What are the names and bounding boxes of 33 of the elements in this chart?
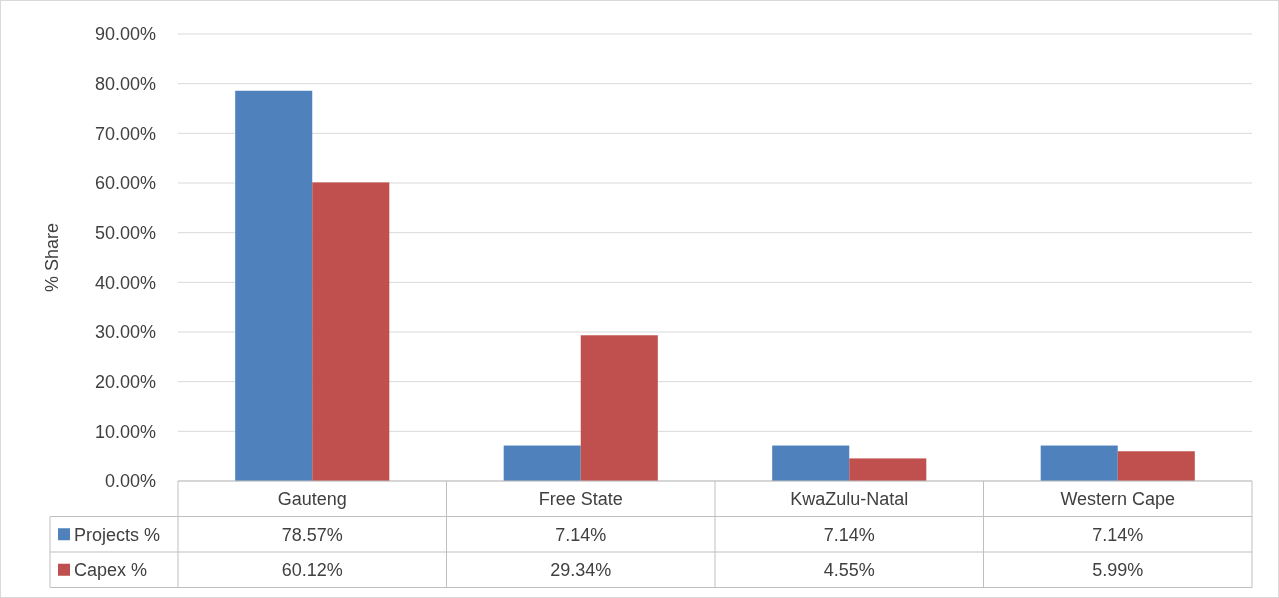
data-label: 7.14% xyxy=(823,524,875,545)
bar xyxy=(312,182,390,481)
data-label: 29.34% xyxy=(550,560,612,581)
legend-label: Capex % xyxy=(74,560,148,581)
y-axis-title: % Share xyxy=(42,222,62,293)
bar xyxy=(1117,451,1195,481)
legend-label: Projects % xyxy=(74,524,161,545)
data-label: 7.14% xyxy=(1092,524,1144,545)
data-label: 78.57% xyxy=(281,524,343,545)
y-tick-label: 30.00% xyxy=(94,322,156,343)
y-tick-label: 50.00% xyxy=(94,222,156,243)
bar xyxy=(849,458,927,481)
bar xyxy=(235,90,313,481)
bar xyxy=(1040,445,1118,481)
data-label: 4.55% xyxy=(823,560,875,581)
bar xyxy=(772,445,850,481)
x-tick-label: KwaZulu-Natal xyxy=(790,489,909,510)
data-label: 7.14% xyxy=(555,524,607,545)
y-tick-label: 80.00% xyxy=(94,73,156,94)
y-tick-label: 20.00% xyxy=(94,371,156,392)
y-tick-label: 90.00% xyxy=(94,24,156,45)
data-label: 5.99% xyxy=(1092,560,1144,581)
y-tick-label: 10.00% xyxy=(94,421,156,442)
x-tick-label: Free State xyxy=(538,489,623,510)
data-label: 60.12% xyxy=(281,560,343,581)
y-tick-label: 60.00% xyxy=(94,173,156,194)
x-tick-label: Gauteng xyxy=(277,489,347,510)
y-tick-label: 0.00% xyxy=(104,471,156,492)
y-tick-label: 70.00% xyxy=(94,123,156,144)
x-tick-label: Western Cape xyxy=(1060,489,1176,510)
bar xyxy=(580,335,658,481)
y-tick-label: 40.00% xyxy=(94,272,156,293)
bar xyxy=(503,445,581,481)
